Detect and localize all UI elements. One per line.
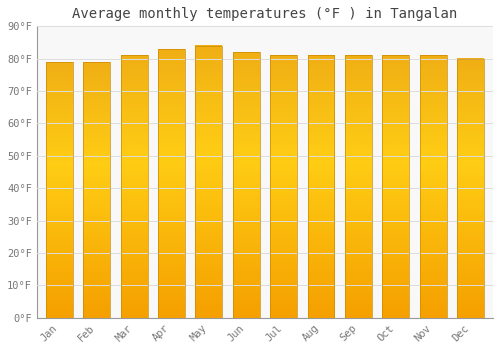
Bar (158, 49, 185, 318)
Bar (270, 55, 297, 318)
Bar (83, 62, 110, 318)
Bar (233, 52, 260, 318)
Bar (196, 46, 222, 318)
Bar (46, 62, 72, 318)
Bar (382, 55, 409, 318)
Bar (345, 55, 372, 318)
Bar (457, 59, 484, 318)
Title: Average monthly temperatures (°F ) in Tangalan: Average monthly temperatures (°F ) in Ta… (72, 7, 458, 21)
Bar (120, 55, 148, 318)
Bar (420, 55, 446, 318)
Bar (308, 55, 334, 318)
